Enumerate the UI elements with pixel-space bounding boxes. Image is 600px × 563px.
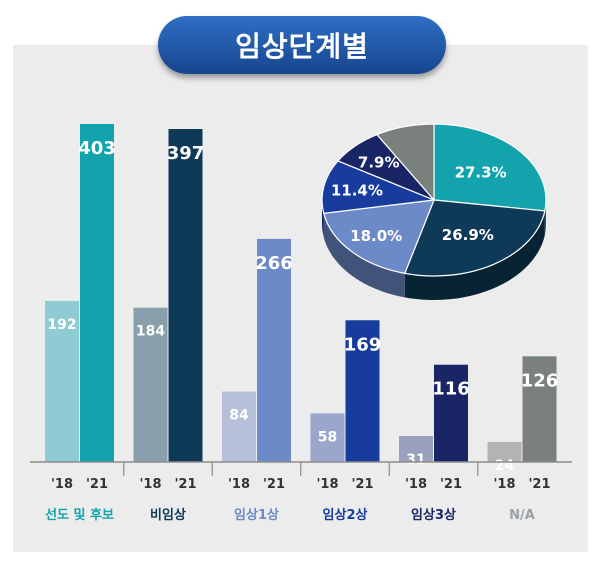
year-label-2021: '21: [528, 477, 550, 492]
value-label-2018-0: 192: [47, 317, 76, 333]
bar-2018-3: [310, 413, 345, 462]
bar-2018-0: [45, 300, 79, 462]
year-label-2018: '18: [316, 477, 338, 492]
pie-slice-1: [403, 199, 546, 277]
pie-slice-3: [321, 160, 437, 214]
bar-series-layer: 192 403 184 397 84 266 58 169 31 116 24 126: [45, 124, 558, 474]
axis-labels-layer: '18 '21 선도 및 후보 '18 '21 비임상 '18 '21 임상1상 '18 '21 임상…: [45, 462, 551, 523]
category-label: 임상3상: [411, 508, 456, 523]
value-label-2021-4: 116: [432, 379, 470, 400]
pie-side-wall-2: [323, 213, 405, 298]
year-label-2021: '21: [440, 477, 462, 492]
category-label: 선도 및 후보: [45, 507, 114, 523]
value-label-2018-2: 84: [229, 408, 249, 424]
pie-slice-label-3: 11.4%: [331, 181, 383, 199]
bar-2021-4: [434, 364, 468, 462]
value-label-2021-0: 403: [78, 138, 116, 159]
chart-title: 임상단계별: [158, 16, 446, 74]
pie-side-wall-1: [404, 210, 545, 301]
category-label: 임상2상: [323, 508, 368, 523]
category-label: 임상1상: [234, 508, 279, 523]
year-label-2021: '21: [351, 477, 373, 492]
bar-2021-2: [257, 238, 291, 462]
year-label-2021: '21: [86, 477, 108, 492]
category-label: 비임상: [150, 508, 186, 523]
pie-slice-0: [433, 123, 547, 212]
pie-slice-label-1: 26.9%: [442, 226, 494, 244]
bar-2021-1: [168, 129, 203, 462]
bar-2018-4: [399, 436, 433, 462]
bar-2018-1: [133, 307, 168, 462]
value-label-2021-2: 266: [255, 253, 293, 274]
pie-slice-label-2: 18.0%: [350, 227, 402, 245]
bar-2018-5: [487, 441, 522, 462]
year-label-2018: '18: [493, 477, 515, 492]
value-label-2021-5: 126: [521, 370, 559, 391]
bar-2021-0: [80, 124, 114, 462]
value-label-2021-1: 397: [167, 143, 205, 164]
value-label-2018-3: 58: [318, 429, 337, 445]
pie-slice-5: [375, 123, 435, 202]
year-label-2021: '21: [263, 477, 285, 492]
year-label-2018: '18: [405, 477, 427, 492]
year-label-2018: '18: [228, 477, 250, 492]
pie-chart: 27.3% 26.9% 18.0% 11.4% 7.9%: [321, 123, 547, 301]
year-label-2018: '18: [51, 477, 73, 492]
year-label-2021: '21: [174, 477, 196, 492]
pie-slice-label-4: 7.9%: [358, 153, 400, 171]
bar-2018-2: [222, 391, 256, 462]
year-label-2018: '18: [139, 477, 161, 492]
value-label-2018-5: 24: [495, 458, 515, 474]
value-label-2018-1: 184: [136, 324, 165, 340]
bar-2021-3: [345, 320, 380, 462]
pie-slice-2: [322, 199, 435, 275]
category-label: N/A: [509, 508, 535, 523]
bar-2021-5: [522, 356, 557, 462]
value-label-2018-4: 31: [406, 452, 425, 468]
value-label-2021-3: 169: [344, 334, 382, 355]
pie-slice-label-0: 27.3%: [455, 164, 507, 182]
